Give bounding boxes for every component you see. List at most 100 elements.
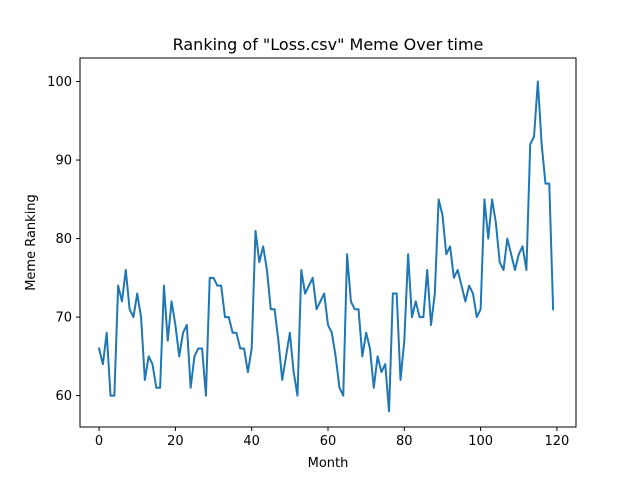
x-tick-label: 0 — [95, 434, 103, 449]
data-point — [235, 331, 238, 334]
data-point — [445, 253, 448, 256]
data-point — [212, 277, 215, 279]
data-point — [254, 229, 257, 232]
data-point — [506, 237, 509, 240]
data-point — [491, 198, 493, 201]
data-point — [487, 237, 490, 240]
data-point — [514, 269, 516, 271]
data-point — [380, 371, 383, 373]
data-point — [121, 300, 123, 303]
data-point — [220, 284, 222, 287]
data-point — [266, 269, 268, 271]
data-point — [323, 292, 325, 295]
data-point — [369, 347, 371, 350]
data-point — [517, 253, 520, 256]
data-point — [540, 143, 543, 146]
y-tick-label: 80 — [55, 232, 72, 247]
x-tick-label: 120 — [545, 434, 570, 449]
data-point — [296, 394, 299, 397]
data-point — [315, 308, 318, 311]
data-point — [453, 277, 455, 279]
data-point — [170, 300, 173, 303]
data-point — [544, 182, 547, 185]
data-point — [182, 331, 184, 334]
data-point — [159, 386, 161, 389]
data-point — [273, 308, 276, 311]
data-point — [208, 277, 211, 279]
data-point — [151, 363, 154, 365]
data-point — [311, 277, 314, 279]
data-point — [533, 135, 535, 138]
data-point — [105, 331, 108, 334]
data-point — [117, 284, 119, 287]
data-point — [537, 80, 539, 83]
data-point — [319, 300, 322, 303]
data-point — [132, 316, 135, 318]
data-point — [228, 316, 230, 318]
data-point — [186, 324, 188, 326]
data-point — [384, 363, 387, 365]
data-point — [205, 394, 207, 397]
data-point — [124, 269, 127, 271]
data-point — [250, 347, 253, 350]
data-point — [258, 261, 261, 263]
data-point — [498, 261, 501, 263]
y-tick-label: 60 — [55, 389, 72, 404]
data-point — [155, 386, 158, 389]
data-point — [529, 143, 532, 146]
data-point — [174, 324, 177, 326]
data-point — [411, 316, 413, 318]
data-point — [502, 269, 505, 271]
data-point — [331, 331, 333, 334]
data-point — [109, 394, 112, 397]
data-point — [292, 371, 295, 373]
series-line — [97, 80, 555, 413]
data-point — [376, 355, 379, 358]
y-axis-label: Meme Ranking — [24, 194, 39, 291]
data-point — [395, 292, 398, 295]
data-point — [548, 182, 551, 185]
data-point — [353, 308, 356, 311]
data-point — [365, 331, 367, 334]
data-point — [144, 379, 146, 381]
data-point — [277, 339, 280, 342]
y-tick-label: 70 — [55, 311, 72, 326]
data-point — [308, 284, 310, 287]
plot-area-frame — [79, 57, 577, 428]
data-point — [434, 292, 436, 295]
data-point — [350, 300, 352, 303]
data-point — [495, 222, 497, 224]
data-point — [418, 316, 421, 318]
data-point — [479, 308, 482, 311]
data-point — [334, 355, 337, 358]
data-point — [372, 386, 375, 389]
data-point — [197, 347, 200, 350]
data-point — [304, 292, 306, 295]
data-point — [285, 355, 287, 358]
data-point — [338, 386, 341, 389]
data-point — [357, 308, 360, 311]
data-point — [472, 292, 474, 295]
data-point — [136, 292, 139, 295]
data-point — [201, 347, 203, 350]
data-point — [510, 253, 512, 256]
data-point — [468, 284, 470, 287]
data-point — [239, 347, 242, 350]
data-point — [399, 379, 402, 381]
data-point — [414, 300, 417, 303]
data-point — [113, 394, 116, 397]
data-point — [361, 355, 364, 358]
x-axis-label: Month — [308, 456, 349, 471]
data-point — [346, 253, 348, 256]
data-point — [449, 245, 451, 248]
data-point — [483, 198, 486, 201]
data-point — [140, 316, 142, 318]
x-tick-label: 60 — [320, 434, 337, 449]
data-point — [456, 269, 459, 271]
chart-title: Ranking of "Loss.csv" Meme Over time — [173, 35, 484, 54]
y-tick-label: 90 — [55, 154, 72, 169]
data-point — [437, 198, 440, 201]
data-point — [441, 214, 444, 216]
data-point — [289, 331, 291, 334]
